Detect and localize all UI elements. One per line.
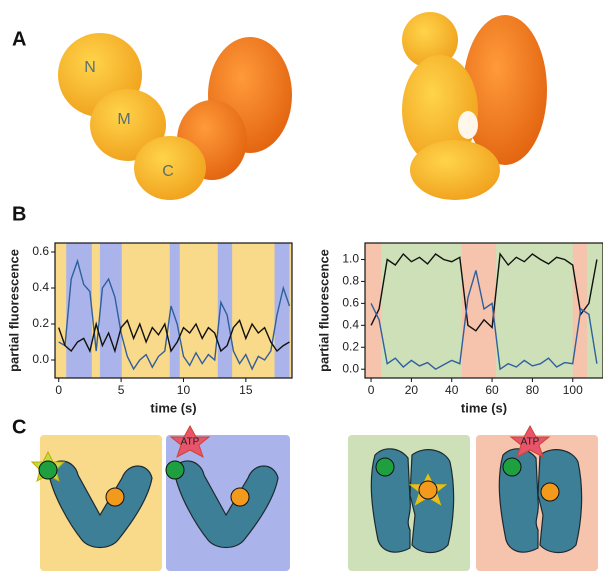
site: [502, 457, 522, 477]
plot-frame: [54, 242, 293, 379]
state-region: [365, 243, 382, 378]
x-axis-label: time (s): [150, 400, 196, 415]
x-tick-label: 15: [239, 383, 253, 397]
y-tick-label: 0.6: [342, 296, 359, 310]
state-region: [99, 243, 122, 378]
domain-label: N: [84, 59, 96, 76]
y-tick-label: 0.0: [342, 361, 359, 375]
protein-open-cartoon: [47, 460, 279, 549]
y-tick-label: 0.6: [32, 244, 49, 258]
state-region: [461, 243, 497, 378]
x-tick-label: 80: [526, 383, 540, 397]
star: [169, 424, 211, 459]
x-tick-label: 40: [445, 383, 459, 397]
atp-label: ATP: [181, 437, 200, 448]
x-axis-label: time (s): [461, 400, 507, 415]
x-tick-label: 60: [485, 383, 499, 397]
state-region: [169, 243, 180, 378]
y-tick-label: 0.2: [342, 339, 359, 353]
y-tick-label: 0.2: [32, 316, 49, 330]
state-box: [40, 435, 162, 571]
x-tick-label: 0: [368, 383, 375, 397]
y-tick-label: 1.0: [342, 252, 359, 266]
x-tick-label: 20: [405, 383, 419, 397]
state-region: [274, 243, 290, 378]
site: [38, 460, 58, 480]
x-tick-label: 100: [563, 383, 583, 397]
star: [509, 424, 551, 459]
data-line: [370, 252, 598, 332]
data-line: [58, 319, 290, 354]
panel-label: A: [12, 28, 26, 50]
site: [540, 482, 560, 502]
data-line: [370, 270, 598, 371]
panel-label: B: [12, 203, 26, 225]
y-tick-label: 0.0: [32, 352, 49, 366]
domain-label: M: [117, 111, 130, 128]
y-tick-label: 0.4: [342, 317, 359, 331]
y-axis-label: partial fluorescence: [6, 249, 21, 372]
panel-label: C: [12, 416, 26, 438]
data-line: [58, 258, 291, 371]
site: [418, 480, 438, 500]
site: [230, 487, 250, 507]
site: [105, 487, 125, 507]
y-axis-label: partial fluorescence: [316, 249, 331, 372]
x-tick-label: 0: [55, 383, 62, 397]
y-tick-label: 0.4: [32, 280, 49, 294]
atp-label: ATP: [521, 437, 540, 448]
domain-label: C: [162, 163, 174, 180]
x-tick-label: 10: [177, 383, 191, 397]
site: [375, 457, 395, 477]
plot-frame: [364, 242, 603, 379]
protein-open: [58, 33, 292, 200]
x-tick-label: 5: [118, 383, 125, 397]
protein-closed: [402, 12, 547, 200]
state-region: [66, 243, 92, 378]
site: [165, 460, 185, 480]
y-tick-label: 0.8: [342, 274, 359, 288]
